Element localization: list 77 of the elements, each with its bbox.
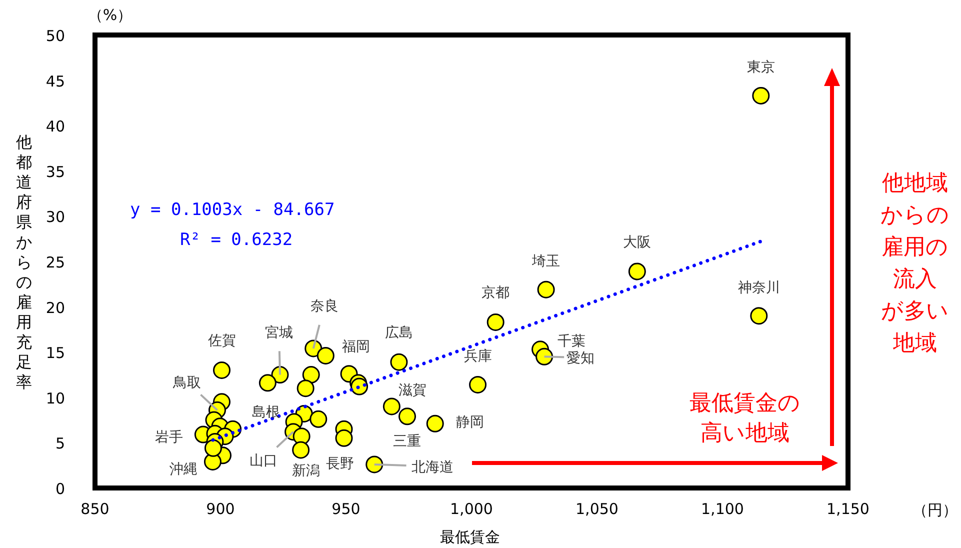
point	[213, 361, 231, 379]
annotation: 兵庫	[464, 348, 492, 365]
point	[258, 374, 276, 392]
point	[750, 307, 768, 325]
y-tick-label: 5	[55, 434, 65, 453]
point	[536, 348, 554, 366]
y-tick-label: 40	[46, 118, 65, 136]
y-tick-label: 15	[46, 344, 65, 362]
point	[292, 441, 310, 459]
annotation: 静岡	[456, 414, 484, 431]
point	[335, 429, 353, 447]
x-tick-label: 1,100	[701, 500, 744, 518]
point	[486, 313, 504, 331]
annotation: 三重	[393, 433, 422, 450]
text: 雇用の	[882, 235, 948, 260]
point	[302, 366, 320, 384]
point	[469, 376, 487, 394]
annotation: 奈良	[310, 298, 338, 314]
text: 流入	[893, 267, 937, 292]
annotation: 埼玉	[531, 254, 560, 270]
point	[752, 86, 770, 104]
point	[366, 456, 384, 474]
x-tick-label: 1,050	[576, 500, 618, 518]
annotation: 京都	[482, 285, 510, 302]
point	[316, 346, 334, 364]
annotation: 岩手	[155, 430, 184, 446]
x-tick-label: 950	[332, 500, 360, 518]
annotation: 最低賃金の	[690, 391, 800, 416]
annotation: 福岡	[342, 338, 370, 355]
text: （%）	[88, 6, 132, 24]
point	[296, 380, 314, 398]
y-tick-label: 20	[46, 298, 65, 317]
annotation: 広島	[384, 325, 413, 342]
annotation: 鳥取	[172, 375, 202, 392]
y-tick-label: 25	[46, 254, 65, 272]
annotation: 島根	[252, 404, 280, 421]
annotation: 滋賀	[398, 382, 427, 398]
text: が多い	[881, 299, 949, 324]
annotation: 大阪	[623, 234, 652, 250]
annotation: R² = 0.6232	[180, 230, 293, 250]
point	[390, 353, 408, 371]
y-tick-label: 30	[46, 208, 65, 226]
point	[382, 398, 400, 416]
annotation: 東京	[746, 60, 775, 76]
annotation: 山口	[249, 452, 278, 469]
y-tick-label: 35	[46, 162, 65, 181]
y-tick-label: 0	[55, 480, 65, 498]
annotation: 沖縄	[170, 462, 198, 478]
point	[537, 280, 555, 298]
point	[310, 410, 328, 428]
x-tick-label: 1,150	[826, 500, 870, 518]
text: 他都道府県からの雇用充足率	[16, 132, 32, 392]
text: （円）	[912, 501, 958, 519]
annotation: 新潟	[292, 462, 320, 479]
annotation: 神奈川	[738, 280, 780, 296]
annotation: 千葉	[557, 333, 586, 350]
point	[204, 439, 222, 457]
x-tick-label: 900	[206, 500, 235, 518]
point	[398, 408, 416, 426]
annotation: 北海道	[411, 459, 454, 476]
annotation: y = 0.1003x - 84.667	[130, 200, 335, 220]
y-tick-label: 10	[46, 389, 65, 408]
text: からの	[880, 203, 950, 228]
annotation: 長野	[326, 456, 354, 472]
annotation: 佐賀	[208, 333, 236, 350]
x-axis-title: 最低賃金	[440, 528, 500, 546]
x-tick-label: 1,000	[450, 500, 493, 518]
text: 地域	[892, 331, 937, 356]
point	[426, 414, 444, 432]
text: 他地域	[882, 171, 948, 196]
annotation: 高い地域	[700, 421, 790, 446]
y-tick-label: 50	[46, 27, 65, 45]
y-tick-label: 45	[46, 72, 65, 90]
annotation: 愛知	[566, 350, 594, 367]
point	[628, 262, 646, 280]
annotation: 宮城	[264, 324, 293, 341]
x-tick-label: 850	[80, 500, 110, 518]
